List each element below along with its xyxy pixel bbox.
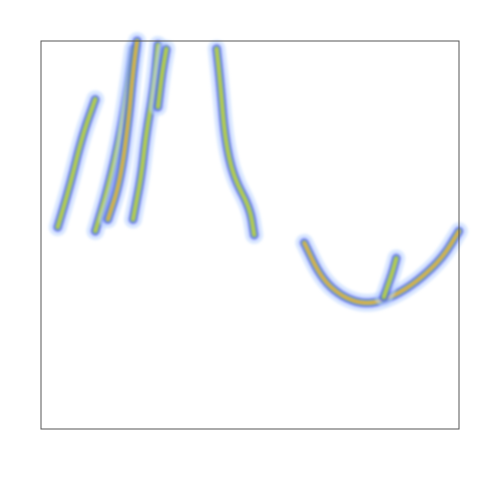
streak-band-7-layer-3 bbox=[382, 256, 399, 299]
streak-band-4-layer-3 bbox=[156, 47, 169, 109]
streak-band-2-layer-4 bbox=[107, 40, 138, 221]
streak-band-5-layer-3 bbox=[214, 47, 256, 237]
plot-frame bbox=[40, 40, 460, 430]
heatmap-marks bbox=[48, 32, 468, 312]
streak-band-0-layer-3 bbox=[55, 97, 98, 229]
